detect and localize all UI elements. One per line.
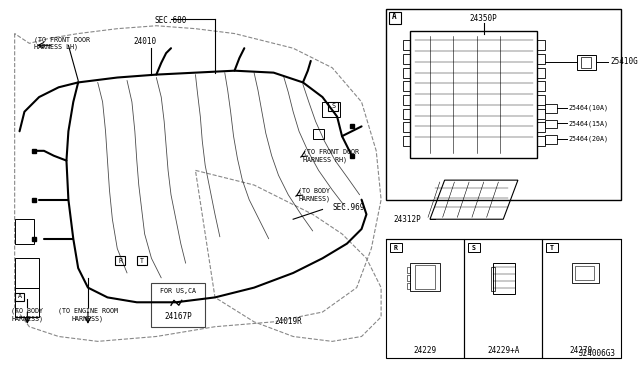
Bar <box>406 283 410 289</box>
Text: 24229+A: 24229+A <box>487 346 520 355</box>
Bar <box>538 122 545 132</box>
Bar <box>152 283 205 327</box>
Bar <box>403 136 410 146</box>
Bar <box>538 95 545 105</box>
Bar <box>490 267 495 291</box>
Bar <box>410 263 440 291</box>
Bar <box>538 68 545 77</box>
Text: (TO FRONT DOOR
HARNESS LH): (TO FRONT DOOR HARNESS LH) <box>34 36 90 50</box>
Bar <box>545 135 557 144</box>
Bar <box>538 136 545 146</box>
Bar <box>403 81 410 91</box>
Bar <box>538 109 545 119</box>
Text: (TO ENGINE ROOM
HARNESS): (TO ENGINE ROOM HARNESS) <box>58 308 118 322</box>
Text: A: A <box>17 294 22 299</box>
Text: SEC.969: SEC.969 <box>332 203 365 212</box>
Text: 25464(15A): 25464(15A) <box>569 120 609 127</box>
Text: 24270: 24270 <box>570 346 593 355</box>
Bar <box>538 81 545 91</box>
Bar <box>390 243 402 253</box>
Bar <box>406 267 410 273</box>
Bar <box>15 292 24 301</box>
Bar <box>323 102 340 116</box>
Bar <box>403 109 410 119</box>
Text: (TO BODY
HARNESS): (TO BODY HARNESS) <box>298 188 330 202</box>
Bar <box>389 12 401 24</box>
Bar <box>545 119 557 128</box>
Bar <box>493 263 515 295</box>
Bar <box>137 256 147 265</box>
Bar <box>403 68 410 77</box>
Bar <box>15 258 39 288</box>
Bar <box>410 31 538 158</box>
Bar <box>15 219 34 244</box>
Text: A: A <box>392 12 396 22</box>
Text: (TO BODY
HARNESS): (TO BODY HARNESS) <box>12 308 44 322</box>
Text: S: S <box>472 244 476 251</box>
Text: 24312P: 24312P <box>394 215 422 224</box>
Bar <box>538 54 545 64</box>
Bar <box>328 102 338 111</box>
Bar <box>572 263 599 283</box>
Text: SEC.680: SEC.680 <box>155 16 187 25</box>
Bar <box>547 243 558 253</box>
Text: 25464(10A): 25464(10A) <box>569 105 609 111</box>
Text: S: S <box>332 103 335 109</box>
Text: 24229: 24229 <box>413 346 436 355</box>
Text: T: T <box>140 258 144 264</box>
Text: 24167P: 24167P <box>164 312 192 321</box>
Bar <box>577 55 596 70</box>
Bar <box>386 9 621 200</box>
Bar <box>15 288 39 317</box>
Bar <box>538 41 545 50</box>
Text: 25464(20A): 25464(20A) <box>569 136 609 142</box>
Bar <box>415 265 435 289</box>
Bar <box>403 122 410 132</box>
Bar <box>468 243 480 253</box>
Text: 24019R: 24019R <box>275 317 302 326</box>
Bar <box>575 266 594 280</box>
Bar <box>403 95 410 105</box>
Text: T: T <box>550 244 554 251</box>
Text: R: R <box>394 244 398 251</box>
Bar <box>581 57 591 68</box>
Bar <box>403 54 410 64</box>
Bar <box>542 239 621 358</box>
Text: (TO FRONT DOOR
HARNESS RH): (TO FRONT DOOR HARNESS RH) <box>303 149 359 163</box>
Bar <box>464 239 542 358</box>
Text: 24350P: 24350P <box>470 15 497 23</box>
Text: J24006G3: J24006G3 <box>579 349 616 358</box>
Text: R: R <box>118 258 122 264</box>
Bar <box>545 104 557 113</box>
Text: 24010: 24010 <box>133 37 156 46</box>
Bar <box>403 41 410 50</box>
Text: FOR US,CA: FOR US,CA <box>160 288 196 294</box>
Bar <box>386 239 464 358</box>
Bar <box>115 256 125 265</box>
Bar <box>406 275 410 281</box>
Text: 25410G: 25410G <box>611 57 639 66</box>
Bar <box>313 129 324 139</box>
